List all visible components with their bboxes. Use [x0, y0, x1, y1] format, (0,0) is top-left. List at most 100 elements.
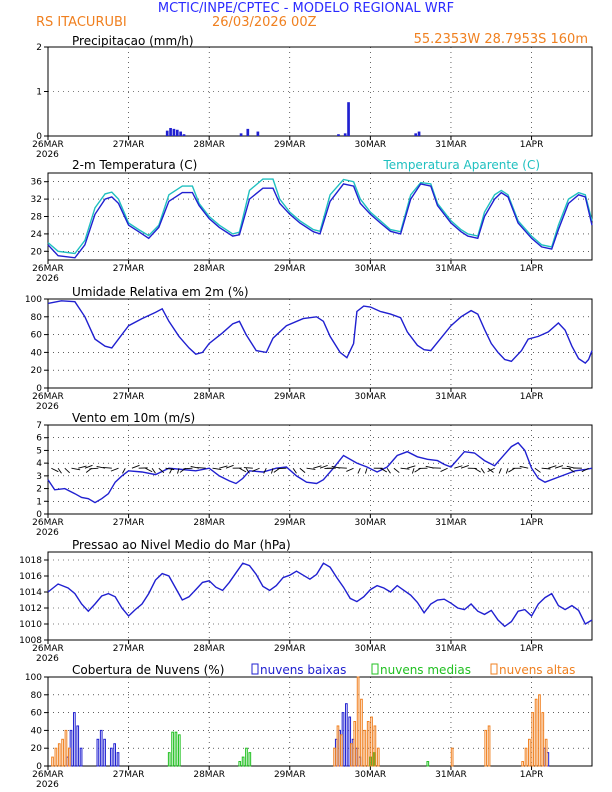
x-tick-label: 31MAR	[435, 644, 467, 654]
wind-arrow	[243, 467, 253, 469]
y-tick-label: 6	[36, 434, 42, 444]
x-tick-label: 28MAR	[193, 264, 225, 274]
wind-arrow	[271, 468, 274, 474]
cloud-bar	[350, 743, 353, 767]
wind-arrow	[151, 467, 156, 474]
x-tick-label: 28MAR	[193, 644, 225, 654]
wind-arrow	[110, 467, 119, 472]
wind-arrow	[183, 467, 193, 470]
wind-arrow	[519, 465, 529, 469]
wind-arrow	[225, 464, 234, 469]
x-tick-label: 26MAR	[32, 140, 64, 150]
cloud-bar	[96, 738, 100, 767]
cloud-bar	[370, 716, 373, 767]
x-tick-label: 31MAR	[435, 770, 467, 780]
wind-arrow	[440, 467, 448, 472]
wind-arrow	[386, 467, 391, 474]
x-tick-label: 29MAR	[274, 140, 306, 150]
cloud-bar	[366, 721, 370, 767]
cloud-bar	[336, 725, 340, 767]
plot-frame	[47, 298, 593, 389]
cloud-bar	[57, 743, 61, 767]
y-tick-label: 28	[31, 213, 43, 223]
x-tick-label: 30MAR	[355, 644, 387, 654]
y-tick-label: 1	[36, 497, 42, 507]
cloud-legend-low-swatch	[251, 663, 259, 675]
cloud-cover-panel: Cobertura de Nuvens (%) nuvens baixas nu…	[25, 663, 593, 790]
temperature-legend: Temperatura Aparente (C)	[382, 158, 540, 172]
cloud-bar	[109, 747, 113, 767]
wind-arrow	[131, 464, 140, 469]
y-tick-label: 40	[31, 726, 43, 736]
y-tick-label: 80	[31, 313, 43, 323]
cloud-legend-mid: nuvens medias	[380, 663, 471, 677]
x-tick-label: 29MAR	[274, 518, 306, 528]
series-line	[47, 178, 593, 255]
wind-arrow	[122, 468, 126, 474]
x-tick-label: 1APR	[520, 518, 544, 528]
wind-arrow	[158, 467, 165, 474]
x-tick-label: 26MAR	[32, 644, 64, 654]
series-line	[47, 441, 593, 504]
x-tick-label: 1APR	[520, 770, 544, 780]
x-tick-label: 31MAR	[435, 518, 467, 528]
cloud-bar	[73, 712, 76, 767]
y-tick-label: 60	[31, 709, 43, 719]
cloud-bar	[241, 756, 245, 767]
x-tick-label: 26MAR	[32, 264, 64, 274]
cloud-legend-mid-swatch	[371, 663, 379, 675]
x-tick-label: 1APR	[520, 392, 544, 402]
wind-arrow	[165, 467, 175, 471]
wind-arrow	[568, 467, 575, 473]
x-tick-label: 27MAR	[113, 644, 145, 654]
cloud-bar	[353, 721, 357, 767]
precip-bar	[256, 131, 260, 136]
header-run: 26/03/2026 00Z	[212, 15, 317, 30]
y-tick-label: 0	[36, 132, 42, 142]
wind-arrow	[71, 467, 81, 471]
wind-arrow	[196, 467, 206, 469]
cloud-bar	[538, 694, 541, 767]
cloud-bar	[238, 761, 242, 767]
cloud-bar	[356, 676, 360, 767]
cloud-bar	[67, 747, 71, 767]
precip-bar	[169, 127, 172, 136]
precip-bar	[337, 134, 340, 136]
cloud-bar	[360, 698, 363, 767]
wind-arrow	[505, 468, 509, 474]
x-tick-label: 27MAR	[113, 392, 145, 402]
wind-arrow	[487, 467, 495, 473]
y-tick-label: 0	[36, 510, 42, 520]
precip-bar	[343, 133, 347, 136]
x-tick-label: 26MAR	[32, 392, 64, 402]
y-tick-label: 4	[36, 459, 42, 469]
cloud-bar	[248, 752, 252, 767]
x-tick-label: 29MAR	[274, 770, 306, 780]
wind-arrow	[346, 467, 354, 472]
wind-arrow	[239, 467, 247, 473]
wind-arrow	[541, 467, 551, 470]
wind-arrow	[380, 467, 388, 473]
cloud-bar	[177, 734, 181, 767]
wind-arrow	[51, 467, 59, 473]
x-tick-label: 29MAR	[274, 644, 306, 654]
wind-arrow	[508, 467, 515, 473]
precip-bar	[172, 128, 176, 136]
cloud-bar	[51, 756, 54, 767]
wind-arrow	[84, 464, 93, 469]
x-tick-label: 27MAR	[113, 770, 145, 780]
wind-arrow	[263, 468, 267, 474]
wind-arrow	[474, 467, 481, 473]
x-tick-label: 30MAR	[355, 770, 387, 780]
wind-arrow	[548, 465, 557, 469]
x-tick-label: 30MAR	[355, 140, 387, 150]
precip-bar	[182, 134, 186, 136]
x-year-label: 2026	[36, 780, 59, 790]
y-tick-label: 0	[36, 384, 42, 394]
wind-title: Vento em 10m (m/s)	[72, 411, 195, 425]
wind-arrow	[292, 467, 297, 474]
y-tick-label: 1016	[19, 572, 42, 582]
y-tick-label: 100	[25, 673, 42, 683]
x-tick-label: 1APR	[520, 264, 544, 274]
y-tick-label: 0	[36, 762, 42, 772]
